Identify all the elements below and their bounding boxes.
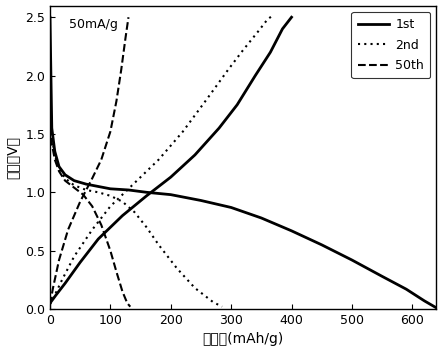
1st: [379, 274, 385, 278]
1st: [404, 287, 409, 291]
Y-axis label: 电压（V）: 电压（V）: [6, 136, 19, 179]
Line: 1st: 1st: [50, 17, 436, 308]
2nd: [52, 153, 57, 157]
2nd: [210, 300, 216, 304]
50th: [80, 193, 86, 197]
1st: [95, 184, 101, 189]
Line: 50th: 50th: [50, 105, 130, 307]
1st: [57, 164, 62, 169]
2nd: [108, 194, 113, 198]
50th: [125, 301, 130, 305]
1st: [47, 15, 53, 19]
2nd: [192, 286, 198, 290]
2nd: [144, 225, 149, 230]
2nd: [84, 188, 89, 192]
1st: [62, 173, 68, 177]
1st: [434, 306, 439, 310]
1st: [72, 178, 77, 183]
50th: [108, 249, 113, 253]
2nd: [49, 134, 54, 138]
1st: [144, 190, 149, 194]
50th: [57, 169, 62, 174]
1st: [259, 216, 264, 220]
2nd: [174, 266, 179, 270]
50th: [90, 204, 95, 208]
X-axis label: 比容量(mAh/g): 比容量(mAh/g): [202, 332, 284, 346]
1st: [422, 299, 427, 303]
50th: [49, 141, 54, 145]
2nd: [219, 304, 225, 309]
1st: [49, 126, 54, 130]
2nd: [57, 167, 62, 171]
50th: [62, 178, 68, 183]
50th: [47, 103, 53, 107]
Legend: 1st, 2nd, 50th: 1st, 2nd, 50th: [351, 12, 430, 78]
1st: [229, 205, 234, 209]
50th: [52, 157, 57, 162]
Text: 50mA/g: 50mA/g: [69, 18, 118, 31]
50th: [114, 270, 119, 274]
Line: 2nd: 2nd: [50, 90, 222, 307]
1st: [168, 193, 173, 197]
1st: [126, 188, 131, 192]
2nd: [156, 243, 161, 247]
50th: [128, 304, 133, 309]
1st: [108, 187, 113, 191]
2nd: [62, 176, 68, 181]
1st: [319, 243, 324, 247]
1st: [349, 258, 354, 262]
50th: [120, 289, 125, 294]
1st: [289, 229, 294, 233]
1st: [52, 149, 57, 153]
2nd: [95, 190, 101, 194]
50th: [99, 223, 104, 227]
2nd: [132, 210, 137, 214]
2nd: [120, 200, 125, 204]
1st: [84, 182, 89, 186]
50th: [72, 186, 77, 190]
2nd: [72, 183, 77, 187]
1st: [198, 199, 204, 203]
2nd: [47, 88, 53, 92]
